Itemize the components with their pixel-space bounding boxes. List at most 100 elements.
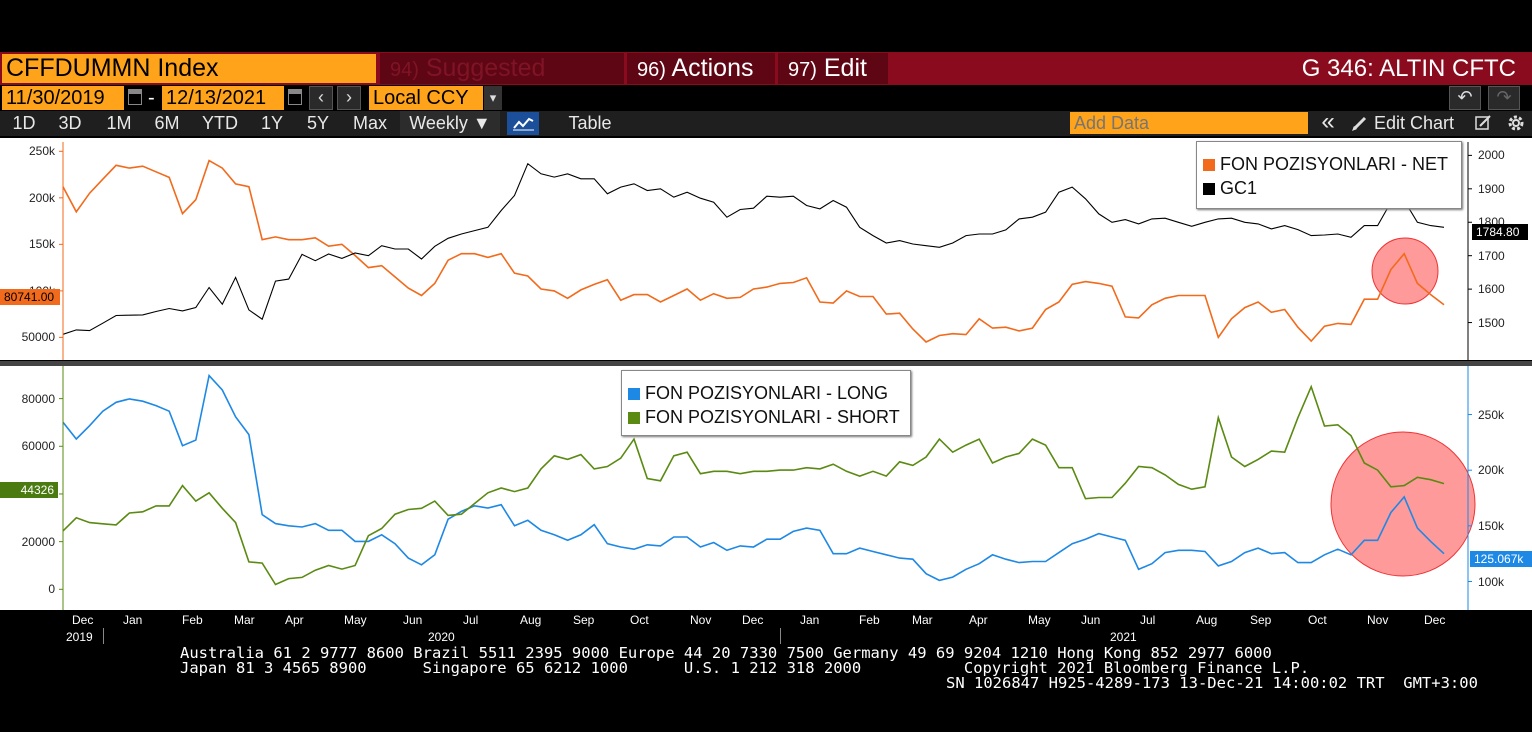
x-month-label: Jul — [463, 613, 479, 627]
undo-button[interactable]: ↶ — [1449, 86, 1481, 110]
short-last-value-badge: 44326 — [0, 482, 58, 498]
x-month-label: Dec — [742, 613, 764, 627]
end-date-input[interactable]: 12/13/2021 — [162, 86, 284, 110]
gear-icon[interactable] — [1506, 113, 1526, 133]
x-month-label: Feb — [182, 613, 203, 627]
y-tick-label: 50000 — [21, 330, 55, 345]
x-month-label: Sep — [573, 613, 595, 627]
net-swatch — [1203, 159, 1215, 171]
collapse-icon[interactable]: « — [1321, 108, 1335, 135]
date-separator: - — [148, 87, 155, 109]
footer-session-line: SN 1026847 H925-4289-173 13-Dec-21 14:00… — [946, 674, 1478, 692]
frequency-select[interactable]: Weekly ▼ — [400, 111, 500, 136]
actions-label: Actions — [671, 54, 754, 82]
y-tick-label: 150k — [28, 237, 55, 252]
range-1m-button[interactable]: 1M — [106, 113, 132, 133]
year-divider — [103, 628, 104, 644]
redo-button[interactable]: ↷ — [1488, 86, 1520, 110]
previous-period-button[interactable]: ‹ — [309, 86, 333, 110]
x-month-label: Jul — [1140, 613, 1156, 627]
x-month-label: Aug — [1196, 613, 1218, 627]
x-month-label: Dec — [1424, 613, 1446, 627]
net-last-value-badge: 80741.00 — [0, 289, 60, 305]
calendar-icon[interactable] — [288, 89, 302, 105]
y-tick-label: 1700 — [1478, 248, 1505, 263]
gc1-last-value-badge: 1784.80 — [1472, 224, 1528, 240]
chart-edit-icon[interactable] — [1474, 114, 1492, 132]
y-tick-label: 1900 — [1478, 181, 1505, 196]
y-tick-label: 250k — [28, 144, 55, 159]
chart-page-title: G 346: ALTIN CFTC — [1301, 55, 1516, 82]
y-tick-label: 60000 — [21, 439, 55, 454]
x-month-label: Jun — [403, 613, 423, 627]
next-period-button[interactable]: › — [337, 86, 361, 110]
y-tick-label: 150k — [1478, 518, 1505, 533]
x-month-label: Mar — [912, 613, 933, 627]
x-month-label: May — [1028, 613, 1051, 627]
range-6m-button[interactable]: 6M — [154, 113, 180, 133]
x-year-label: 2020 — [428, 630, 455, 644]
add-data-input[interactable] — [1070, 112, 1308, 134]
footer-copyright-line: Japan 81 3 4565 8900 Singapore 65 6212 1… — [180, 659, 1310, 677]
x-month-label: Nov — [690, 613, 712, 627]
x-month-label: Mar — [234, 613, 255, 627]
actions-menu[interactable]: 96) Actions ▾ — [627, 53, 775, 112]
ticker-input[interactable]: CFFDUMMN Index — [2, 54, 376, 83]
x-month-label: Nov — [1367, 613, 1389, 627]
x-month-label: Apr — [285, 613, 304, 627]
x-month-label: May — [344, 613, 367, 627]
top-right-axis — [1468, 138, 1532, 360]
long-swatch — [628, 388, 640, 400]
start-date-input[interactable]: 11/30/2019 — [2, 86, 124, 110]
legend-entry-short[interactable]: FON POZISYONLARI - SHORT — [622, 405, 910, 429]
x-month-label: Sep — [1250, 613, 1272, 627]
currency-select[interactable]: Local CCY — [369, 86, 483, 110]
x-month-label: Oct — [1308, 613, 1327, 627]
bottom-right-axis — [1468, 366, 1532, 610]
y-tick-label: 2000 — [1478, 148, 1505, 163]
line-chart-icon[interactable] — [507, 112, 539, 135]
short-swatch — [628, 412, 640, 424]
y-tick-label: 250k — [1478, 407, 1505, 422]
x-year-label: 2019 — [66, 630, 93, 644]
edit-chart-button[interactable]: Edit Chart — [1374, 113, 1455, 133]
top-legend: FON POZISYONLARI - NET GC1 — [1196, 141, 1462, 209]
calendar-icon[interactable] — [128, 89, 142, 105]
suggested-charts-number: 94) — [390, 59, 419, 81]
legend-entry-net[interactable]: FON POZISYONLARI - NET — [1197, 152, 1461, 176]
x-month-label: Apr — [969, 613, 988, 627]
y-tick-label: 1600 — [1478, 282, 1505, 297]
x-month-label: Jan — [123, 613, 143, 627]
x-month-label: Jun — [1081, 613, 1101, 627]
y-tick-label: 100k — [1478, 574, 1505, 589]
x-month-label: Dec — [72, 613, 94, 627]
range-max-button[interactable]: Max — [352, 113, 387, 133]
range-3d-button[interactable]: 3D — [58, 113, 82, 133]
actions-number: 96) — [637, 59, 666, 81]
edit-menu[interactable]: 97) Edit ▾ — [778, 53, 888, 112]
y-tick-label: 1500 — [1478, 315, 1505, 330]
x-year-label: 2021 — [1110, 630, 1137, 644]
range-1y-button[interactable]: 1Y — [260, 113, 284, 133]
y-tick-label: 200k — [28, 190, 55, 205]
x-month-label: Aug — [520, 613, 542, 627]
bottom-legend: FON POZISYONLARI - LONG FON POZISYONLARI… — [621, 370, 911, 436]
table-view-button[interactable]: Table — [568, 113, 612, 133]
panel-divider[interactable] — [0, 361, 1532, 366]
range-1d-button[interactable]: 1D — [12, 113, 36, 133]
edit-label: Edit — [823, 54, 867, 82]
y-tick-label: 200k — [1478, 463, 1505, 478]
range-5y-button[interactable]: 5Y — [306, 113, 330, 133]
x-month-label: Feb — [859, 613, 880, 627]
range-ytd-button[interactable]: YTD — [202, 113, 238, 133]
year-divider — [780, 628, 781, 644]
top-left-axis — [0, 138, 63, 360]
y-tick-label: 0 — [48, 582, 55, 597]
chevron-down-icon[interactable]: ▾ — [484, 86, 502, 110]
legend-entry-long[interactable]: FON POZISYONLARI - LONG — [622, 381, 910, 405]
legend-entry-gc1[interactable]: GC1 — [1197, 176, 1461, 200]
y-tick-label: 80000 — [21, 391, 55, 406]
x-month-label: Oct — [630, 613, 649, 627]
gc1-swatch — [1203, 183, 1215, 195]
pencil-icon[interactable] — [1350, 113, 1370, 133]
